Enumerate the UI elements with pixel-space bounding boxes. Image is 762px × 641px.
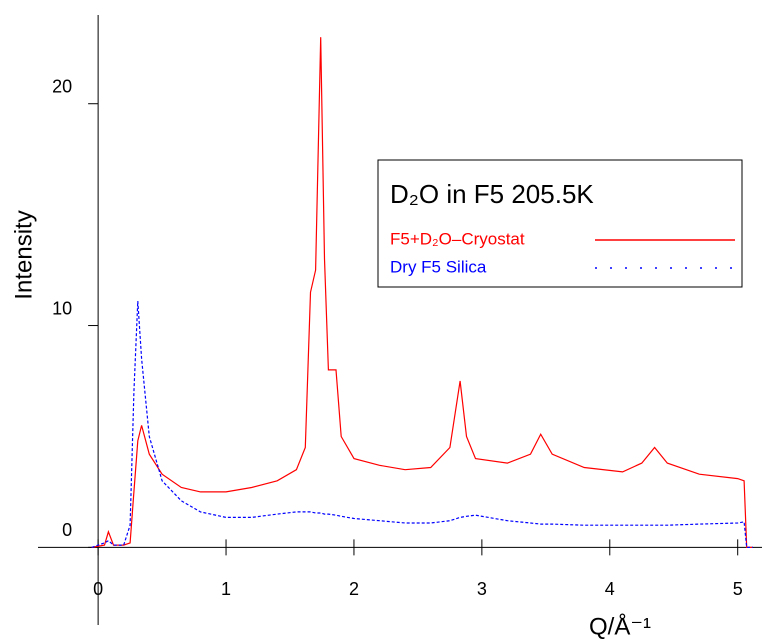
legend-label: Dry F5 Silica [390, 257, 487, 276]
y-axis-label: Intensity [10, 210, 37, 299]
data-line [91, 301, 753, 548]
data-line [91, 37, 753, 548]
y-tick-label: 20 [52, 76, 72, 96]
x-axis-label: Q/Å⁻¹ [589, 612, 651, 640]
legend-label: F5+D₂O–Cryostat [390, 229, 525, 248]
y-tick-label: 10 [52, 298, 72, 318]
x-tick-label: 1 [221, 579, 231, 599]
legend-box [377, 159, 743, 288]
x-tick-label: 5 [733, 579, 743, 599]
x-tick-label: 3 [477, 579, 487, 599]
x-tick-label: 0 [93, 579, 103, 599]
legend-title: D₂O in F5 205.5K [390, 179, 594, 209]
x-tick-label: 2 [349, 579, 359, 599]
y-tick-label: 0 [62, 520, 72, 540]
x-tick-label: 4 [605, 579, 615, 599]
